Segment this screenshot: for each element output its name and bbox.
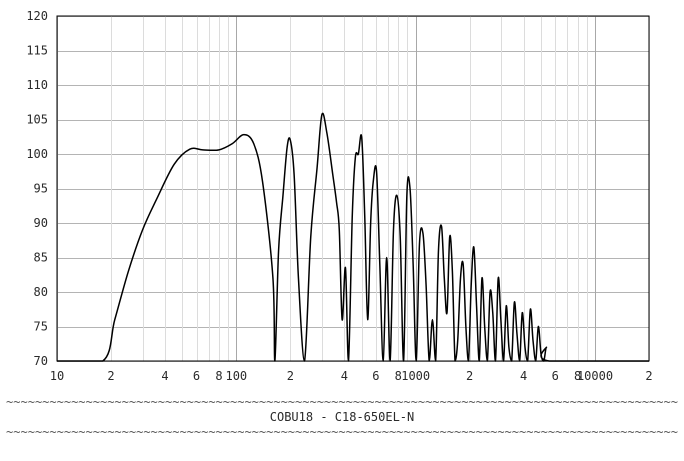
plot-frame: [56, 15, 650, 362]
y-tick-label: 90: [34, 216, 48, 230]
x-tick-label: 2: [466, 369, 473, 383]
x-tick-label: 8: [574, 369, 581, 383]
x-tick-label: 2: [645, 369, 652, 383]
x-tick-label: 4: [341, 369, 348, 383]
x-tick-label: 6: [552, 369, 559, 383]
y-tick-label: 105: [26, 113, 48, 127]
x-tick-label: 4: [520, 369, 527, 383]
x-tick-label: 8: [395, 369, 402, 383]
y-tick-label: 100: [26, 147, 48, 161]
x-tick-label: 2: [107, 369, 114, 383]
x-tick-label: 10: [50, 369, 64, 383]
y-tick-label: 85: [34, 251, 48, 265]
y-tick-label: 95: [34, 182, 48, 196]
x-tick-label: 6: [372, 369, 379, 383]
y-tick-label: 120: [26, 9, 48, 23]
y-tick-label: 115: [26, 44, 48, 58]
y-tick-label: 80: [34, 285, 48, 299]
x-tick-label: 2: [287, 369, 294, 383]
y-tick-label: 70: [34, 354, 48, 368]
y-tick-label: 75: [34, 320, 48, 334]
x-tick-label: 6: [193, 369, 200, 383]
chart-title: COBU18 - C18-650EL-N: [270, 410, 415, 424]
series-line-response: [57, 112, 649, 362]
x-tick-label: 4: [161, 369, 168, 383]
x-tick-label: 100: [225, 369, 247, 383]
x-tick-label: 10000: [577, 369, 613, 383]
caption-rule-top: ~~~~~~~~~~~~~~~~~~~~~~~~~~~~~~~~~~~~~~~~…: [6, 395, 678, 409]
y-tick-label: 110: [26, 78, 48, 92]
caption-rule-bottom: ~~~~~~~~~~~~~~~~~~~~~~~~~~~~~~~~~~~~~~~~…: [6, 425, 678, 439]
x-tick-label: 8: [215, 369, 222, 383]
x-tick-label: 1000: [401, 369, 430, 383]
